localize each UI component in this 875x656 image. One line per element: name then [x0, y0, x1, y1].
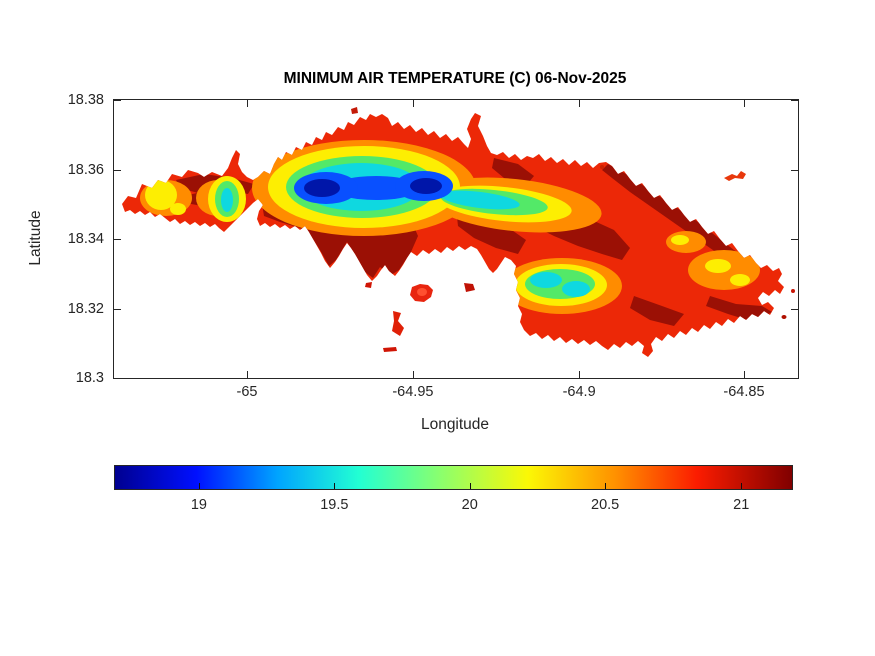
x-axis-label: Longitude [420, 416, 490, 433]
island-map [122, 107, 795, 357]
yellow-east-3 [671, 235, 689, 245]
y-tick-label: 18.38 [67, 92, 104, 108]
islet-dot [464, 283, 475, 292]
colorbar-tick-mark [741, 483, 743, 489]
yellow-west-2 [170, 203, 186, 215]
islet-a-core [417, 288, 427, 296]
colorbar-tick-mark [469, 483, 471, 489]
cyan-south-core-1 [530, 272, 562, 288]
y-tick-mark [114, 100, 121, 101]
island-heat-layers [122, 113, 784, 357]
navy-core-west [304, 179, 340, 197]
islet-fleck [365, 282, 372, 288]
islet-b [392, 311, 404, 336]
colorbar-tick-mark [198, 483, 200, 489]
colorbar-tick-label: 19 [190, 497, 208, 513]
cyan-south-core-2 [562, 281, 590, 297]
cyan-ridge-band [440, 190, 520, 210]
x-tick-label: -65 [236, 384, 258, 400]
colorbar-tick-label: 21 [733, 497, 750, 513]
islet-dash [383, 347, 397, 352]
y-tick-mark [114, 378, 121, 379]
y-tick-label: 18.32 [67, 300, 104, 317]
y-tick-mark [791, 308, 798, 310]
y-axis-label: Latitude [27, 210, 44, 266]
cyan-west [221, 188, 233, 212]
y-tick-mark [114, 169, 121, 171]
speck-se [781, 315, 787, 319]
speck-ne [600, 165, 604, 169]
y-tick-mark [791, 100, 798, 101]
y-tick-mark [791, 169, 798, 171]
y-tick-label: 18.36 [67, 161, 104, 178]
yellow-east-2 [730, 274, 750, 286]
plot-area: -65 -64.95 -64.9 -64.85 18.38 18.36 18.34 18.32… [68, 92, 799, 400]
islet-thatch [724, 171, 746, 181]
colorbar-tick-mark [334, 483, 336, 489]
y-tick-label: 18.34 [67, 231, 104, 247]
navy-core-east [410, 178, 442, 194]
darkred-ne-band [602, 164, 760, 276]
y-tick-mark [791, 239, 798, 240]
colorbar-tick-mark [605, 483, 607, 489]
yellow-east-1 [705, 259, 731, 273]
y-tick-mark [114, 239, 121, 240]
x-tick-mark [246, 100, 248, 107]
darkred-southeast-coast [630, 296, 684, 326]
x-tick-mark [743, 100, 745, 107]
x-tick-mark [579, 371, 581, 378]
colorbar-tick-label: 20 [461, 497, 478, 513]
yellow-west-1 [145, 180, 177, 210]
colorbar: 19 19.5 20 20.5 21 [114, 465, 793, 513]
x-tick-mark [246, 371, 248, 378]
islet-north-dot [351, 107, 358, 114]
chart-title: MINIMUM AIR TEMPERATURE (C) 06-Nov-2025 [283, 70, 627, 87]
y-tick-mark [114, 308, 121, 310]
x-tick-label: -64.9 [562, 384, 596, 400]
colorbar-tick-label: 19.5 [320, 497, 349, 513]
y-tick-mark [791, 378, 798, 379]
x-tick-label: -64.95 [392, 384, 434, 400]
darkred-east-hook [706, 296, 772, 322]
x-tick-mark [743, 371, 745, 378]
colorbar-tick-label: 20.5 [591, 497, 620, 513]
x-tick-mark [579, 100, 581, 107]
x-tick-label: -64.85 [723, 384, 765, 400]
x-tick-mark [412, 100, 414, 107]
speck-e [791, 289, 795, 293]
y-tick-label: 18.3 [75, 370, 104, 386]
x-tick-mark [412, 371, 414, 378]
